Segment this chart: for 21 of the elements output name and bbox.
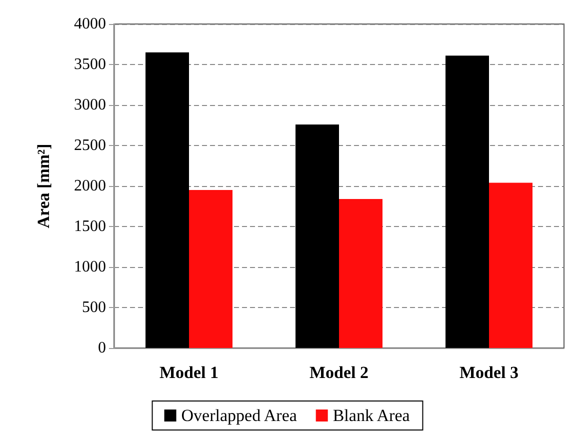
y-tick-label: 2000	[74, 178, 106, 194]
y-tick-label: 3000	[74, 96, 106, 114]
bar	[339, 198, 382, 348]
x-tick-label: Model 1	[159, 363, 219, 382]
y-axis-title: Area [mm²]	[34, 144, 53, 228]
x-tick-label: Model 3	[459, 363, 519, 382]
y-tick-label: 1500	[74, 218, 106, 235]
y-tick-label: 4000	[74, 16, 106, 32]
bar	[296, 124, 339, 348]
bar	[146, 52, 189, 348]
bar	[189, 190, 232, 348]
bar	[446, 56, 489, 348]
legend-label: Overlapped Area	[181, 406, 298, 425]
x-tick-label: Model 2	[309, 363, 369, 382]
y-tick-label: 500	[82, 299, 106, 316]
legend-label: Blank Area	[332, 406, 410, 425]
y-tick-label: 0	[98, 340, 106, 356]
y-tick-label: 1000	[74, 258, 106, 276]
y-tick-label: 2500	[74, 137, 106, 154]
y-tick-label: 3500	[74, 56, 106, 73]
bar	[489, 182, 532, 348]
